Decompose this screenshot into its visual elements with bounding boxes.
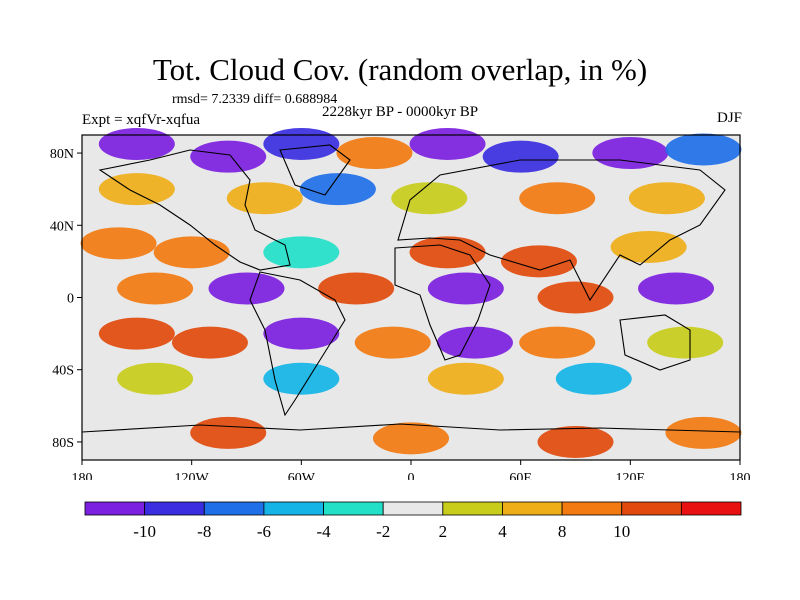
colorbar-bin	[680, 501, 742, 516]
field-cell	[98, 173, 175, 206]
field-cell	[537, 281, 614, 314]
field-cell	[647, 326, 724, 359]
map-panel: 180 120W 60W 0 60E 120E 180 80N 40N 0 40S 80S	[50, 128, 751, 480]
field-cell	[263, 362, 340, 395]
colorbar-label: 10	[613, 522, 630, 541]
field-cell	[409, 128, 486, 161]
field-cell	[263, 236, 340, 269]
field-cell	[171, 326, 248, 359]
field-cell	[555, 362, 632, 395]
colorbar-bin	[621, 501, 682, 516]
field-cell	[638, 272, 715, 305]
coast-south-america	[249, 271, 346, 417]
field-cell	[208, 272, 285, 305]
field-cell	[299, 173, 376, 206]
field-cell	[391, 182, 468, 215]
field-cell	[263, 317, 340, 350]
x-axis: 180 120W 60W 0 60E 120E 180	[72, 460, 751, 480]
colorbar-bin	[263, 501, 324, 516]
y-tick-label: 80N	[50, 147, 74, 162]
field-cell	[318, 272, 395, 305]
colorbar-label: -8	[197, 522, 211, 541]
field-cell	[153, 236, 230, 269]
field-cell	[80, 227, 157, 260]
field-cell	[665, 416, 742, 449]
colorbar-bin	[502, 501, 563, 516]
colorbar-label: -10	[133, 522, 156, 541]
coast-eurasia	[397, 159, 726, 302]
field-cell	[500, 245, 577, 278]
x-tick-label: 180	[72, 471, 93, 480]
season-label: DJF	[716, 110, 742, 126]
coast-africa	[394, 244, 491, 361]
field-cells	[80, 128, 742, 460]
colorbar-bin	[442, 501, 503, 516]
field-cell	[610, 230, 687, 263]
map-title: Tot. Cloud Cov. (random overlap, in %)	[152, 52, 648, 87]
field-cell	[117, 362, 194, 395]
x-tick-label: 180	[730, 471, 751, 480]
colorbar-label: 8	[558, 522, 567, 541]
experiment-label: Expt = xqfVr-xqfua	[82, 112, 201, 128]
x-tick-label: 60W	[288, 471, 316, 480]
colorbar-bins	[84, 501, 742, 516]
coastlines	[81, 144, 741, 433]
colorbar-bin	[203, 501, 265, 516]
y-tick-label: 80S	[52, 436, 74, 451]
colorbar-bin	[84, 501, 146, 516]
field-cell	[336, 137, 413, 170]
colorbar-label: -4	[316, 522, 331, 541]
field-cell	[409, 236, 486, 269]
coast-antarctica	[81, 423, 741, 433]
y-tick-label: 40S	[52, 364, 74, 379]
field-cell	[427, 362, 504, 395]
field-cell	[98, 317, 175, 350]
coast-australia	[619, 314, 691, 371]
field-cell	[98, 128, 175, 161]
x-tick-label: 60E	[509, 471, 532, 480]
field-cell	[190, 140, 267, 173]
colorbar-label: 4	[498, 522, 507, 541]
colorbar-label: 2	[439, 522, 448, 541]
colorbar-bin	[561, 501, 623, 516]
y-axis: 80N 40N 0 40S 80S	[50, 147, 82, 451]
field-cell	[354, 326, 431, 359]
coast-greenland	[279, 144, 351, 196]
field-cell	[537, 425, 614, 458]
x-tick-label: 120E	[616, 471, 646, 480]
x-tick-label: 120W	[175, 471, 210, 480]
field-cell	[263, 128, 340, 161]
y-tick-label: 0	[67, 292, 74, 307]
field-cell	[665, 133, 742, 166]
field-cell	[436, 326, 513, 359]
field-cell	[117, 272, 194, 305]
stats-label: rmsd= 7.2339 diff= 0.688984	[172, 92, 338, 107]
colorbar-bin	[382, 501, 444, 516]
field-cell	[427, 272, 504, 305]
field-cell	[373, 422, 449, 455]
field-cell	[519, 326, 596, 359]
period-label: 2228kyr BP - 0000kyr BP	[322, 104, 479, 120]
y-tick-label: 40N	[50, 219, 74, 234]
colorbar-label: -2	[376, 522, 390, 541]
x-tick-label: 0	[408, 471, 415, 480]
coast-north-america	[98, 149, 291, 271]
field-cell	[519, 182, 596, 215]
colorbar-bin	[323, 501, 384, 516]
field-cell	[628, 182, 705, 215]
colorbar-label: -6	[257, 522, 271, 541]
colorbar-labels: -10 -8 -6 -4 -2 2 4 8 10	[133, 522, 630, 541]
colorbar-bin	[144, 501, 205, 516]
field-cell	[592, 137, 669, 170]
field-cell	[482, 140, 559, 173]
